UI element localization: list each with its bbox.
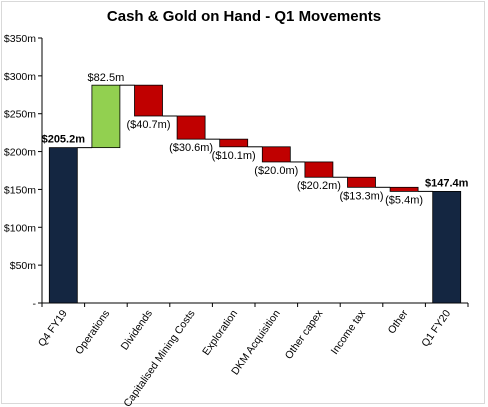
x-category-label: Exploration — [200, 308, 240, 358]
y-tick-label: $350m — [4, 33, 36, 45]
data-label: ($30.6m) — [169, 142, 213, 154]
x-category-label: Capitalised Mining Costs — [121, 308, 197, 407]
waterfall-bar — [389, 186, 419, 192]
data-label: ($13.3m) — [339, 190, 383, 202]
y-tick-label: $250m — [4, 109, 36, 121]
y-tick-label: $50m — [10, 260, 37, 272]
waterfall-bar — [261, 146, 291, 163]
data-label: $147.4m — [425, 177, 469, 189]
x-category-label: Other capex — [283, 307, 326, 361]
waterfall-bar — [219, 138, 249, 148]
x-category-label: Income tax — [329, 307, 369, 357]
x-category-label: Operations — [73, 308, 112, 357]
data-label: $205.2m — [42, 134, 86, 146]
y-tick-label: $200m — [4, 147, 36, 159]
chart-title: Cash & Gold on Hand - Q1 Movements — [106, 8, 382, 25]
data-label: $82.5m — [88, 72, 125, 84]
y-tick-label: $150m — [4, 184, 36, 196]
y-tick-label: - — [33, 298, 37, 310]
x-category-label: Other — [386, 307, 411, 336]
waterfall-bar — [176, 115, 206, 140]
waterfall-bar — [134, 84, 163, 117]
waterfall-bar — [432, 190, 462, 304]
x-category-label: Q1 FY20 — [419, 308, 453, 349]
x-category-label: Q4 FY19 — [36, 308, 70, 349]
data-label: ($10.1m) — [212, 150, 256, 162]
y-tick-label: $300m — [4, 71, 36, 83]
x-category-label: Dividends — [119, 308, 155, 353]
waterfall-bar — [91, 84, 121, 149]
waterfall-bar — [347, 176, 376, 188]
waterfall-bar — [304, 161, 334, 178]
y-tick-label: $100m — [4, 222, 36, 234]
data-label: ($20.0m) — [254, 165, 298, 177]
data-label: ($40.7m) — [126, 119, 170, 131]
waterfall-bar — [48, 147, 78, 304]
data-label: ($20.2m) — [297, 180, 341, 192]
data-label: ($5.4m) — [385, 194, 423, 206]
